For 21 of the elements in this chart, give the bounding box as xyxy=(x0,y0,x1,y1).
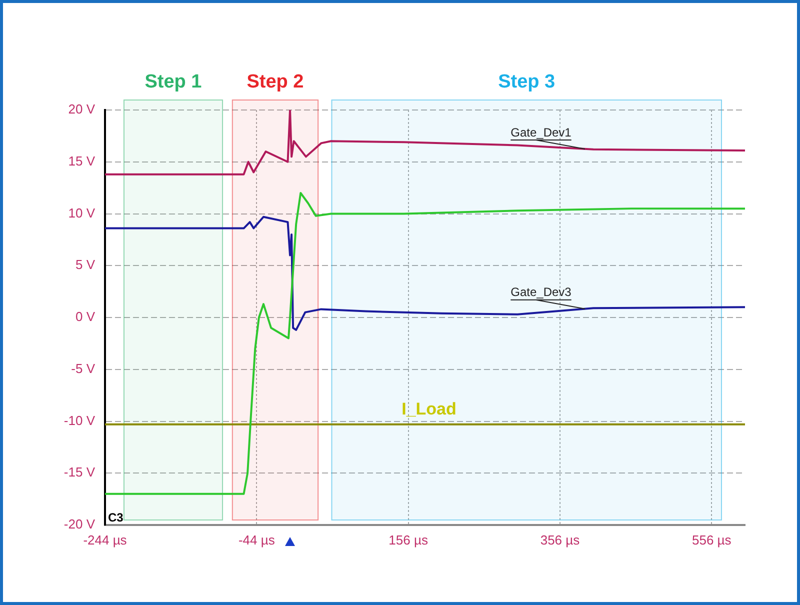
y-tick-label: -15 V xyxy=(64,464,96,480)
series-label: I_Load xyxy=(402,400,456,419)
y-tick-label: -20 V xyxy=(64,516,96,532)
y-tick-label: 20 V xyxy=(68,102,96,117)
series-label: Gate_Dev3 xyxy=(510,285,572,300)
series-label: Gate_Dev1 xyxy=(510,125,572,140)
band-label: Step 1 xyxy=(144,72,202,93)
x-tick-label: -244 µs xyxy=(83,532,128,548)
y-tick-label: 0 V xyxy=(75,309,96,324)
band-label: Step 2 xyxy=(246,72,304,93)
y-tick-label: 5 V xyxy=(75,257,96,272)
y-tick-label: -5 V xyxy=(71,360,96,376)
annotation: C3 xyxy=(108,510,124,524)
x-tick-label: -44 µs xyxy=(238,532,276,548)
x-tick-label: 556 µs xyxy=(692,532,732,548)
x-tick-label: 156 µs xyxy=(388,532,428,548)
y-tick-label: -10 V xyxy=(64,412,96,428)
x-tick-label: 356 µs xyxy=(540,532,580,548)
band-label: Step 3 xyxy=(498,72,556,93)
y-tick-label: 10 V xyxy=(68,205,96,220)
y-tick-label: 15 V xyxy=(68,153,96,168)
